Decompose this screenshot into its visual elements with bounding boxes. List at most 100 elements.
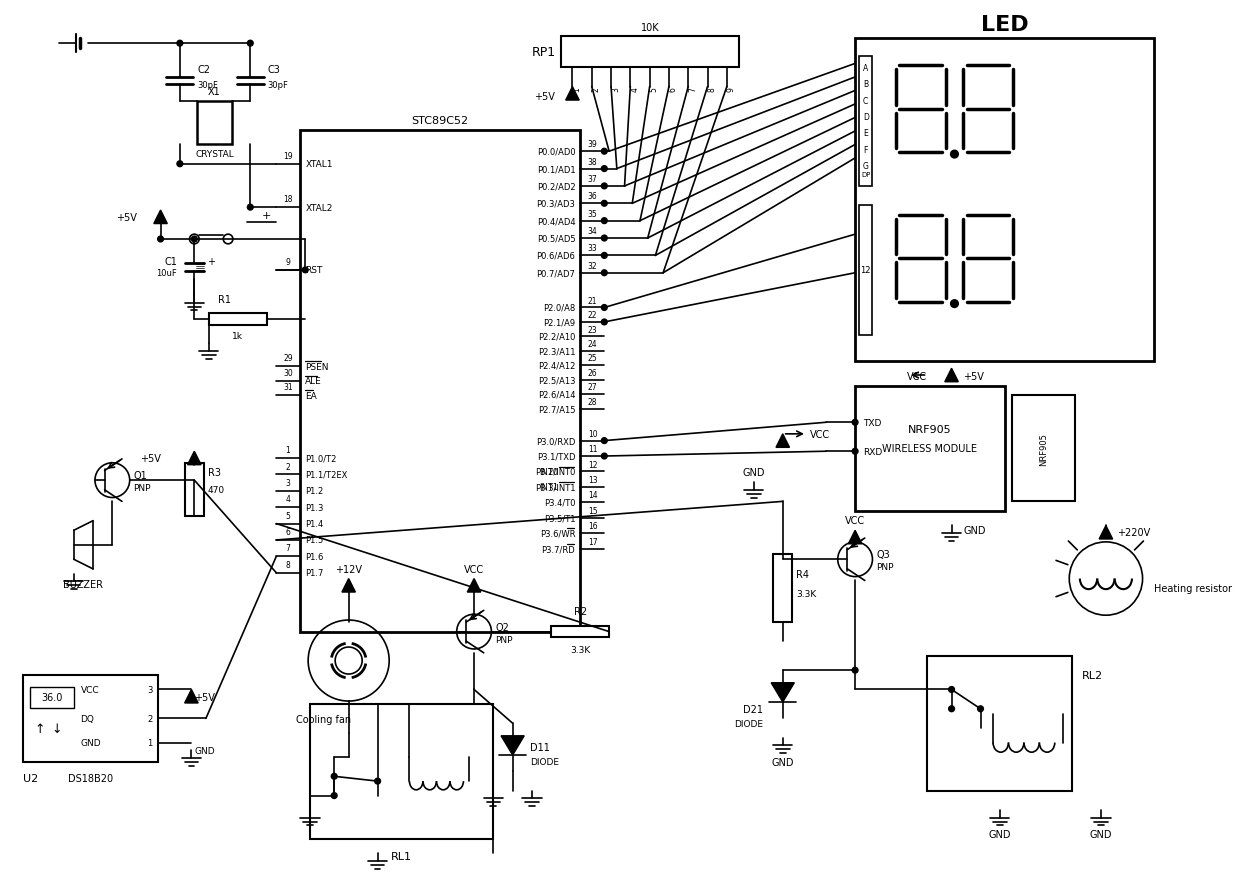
Text: +5V: +5V — [140, 453, 161, 463]
Text: P2.4/A12: P2.4/A12 — [538, 361, 575, 370]
Text: 12: 12 — [860, 266, 871, 275]
Text: 27: 27 — [589, 383, 597, 392]
Bar — [209, 314, 266, 325]
Circle shape — [852, 668, 857, 673]
Text: RL2: RL2 — [1082, 670, 1103, 680]
Text: 1: 1 — [572, 87, 581, 92]
Text: EA: EA — [305, 392, 317, 401]
Text: BUZZER: BUZZER — [63, 579, 103, 589]
Text: 3: 3 — [285, 478, 290, 487]
Circle shape — [601, 184, 607, 190]
Text: C3: C3 — [268, 65, 280, 75]
Bar — [197, 102, 232, 146]
Polygon shape — [566, 88, 579, 101]
Text: E: E — [864, 130, 869, 139]
Polygon shape — [501, 736, 524, 755]
Text: 12: 12 — [589, 460, 597, 469]
Text: +5V: +5V — [534, 92, 555, 102]
Text: P0.1/AD1: P0.1/AD1 — [536, 164, 575, 173]
Bar — [300, 131, 580, 632]
Text: Cooling fan: Cooling fan — [296, 713, 351, 724]
Circle shape — [852, 420, 857, 426]
Text: 3.3K: 3.3K — [797, 589, 817, 598]
Text: 30pF: 30pF — [197, 81, 218, 90]
Text: F: F — [864, 146, 867, 155]
Bar — [310, 704, 493, 839]
Text: 18: 18 — [284, 195, 292, 204]
Text: +5V: +5V — [195, 693, 216, 703]
Text: XTAL1: XTAL1 — [305, 160, 333, 169]
Text: 21: 21 — [589, 296, 597, 305]
Text: 28: 28 — [589, 398, 597, 407]
Text: 3: 3 — [147, 685, 152, 695]
Bar — [551, 626, 610, 637]
Text: PSEN: PSEN — [305, 362, 328, 371]
Text: 25: 25 — [589, 354, 597, 363]
Text: P1.6: P1.6 — [305, 552, 323, 561]
Text: P3.3/INT1: P3.3/INT1 — [535, 483, 575, 492]
Text: P2.5/A13: P2.5/A13 — [538, 375, 575, 385]
Circle shape — [949, 687, 954, 693]
Bar — [928, 656, 1072, 791]
Text: P1.2: P1.2 — [305, 486, 323, 495]
Text: +: + — [261, 211, 271, 221]
Text: 15: 15 — [589, 506, 597, 515]
Text: 31: 31 — [282, 383, 292, 392]
Text: 29: 29 — [282, 354, 292, 363]
Text: 30: 30 — [282, 368, 292, 377]
Text: 36: 36 — [587, 192, 597, 201]
Text: A: A — [864, 63, 869, 72]
Text: P0.7/AD7: P0.7/AD7 — [536, 269, 575, 278]
Text: 32: 32 — [589, 262, 597, 271]
Text: GND: GND — [772, 757, 794, 767]
Text: +5V: +5V — [115, 213, 136, 223]
Text: 22: 22 — [589, 311, 597, 320]
Text: P1.7: P1.7 — [305, 569, 323, 578]
Text: B: B — [864, 80, 869, 89]
Text: 34: 34 — [587, 227, 597, 236]
Text: GND: GND — [742, 468, 764, 477]
Text: 11: 11 — [589, 444, 597, 453]
Bar — [185, 463, 204, 516]
Text: 5: 5 — [649, 87, 659, 92]
Polygon shape — [1099, 526, 1113, 539]
Text: 39: 39 — [587, 140, 597, 149]
Text: P1.4: P1.4 — [305, 519, 323, 528]
Text: VCC: VCC — [907, 372, 928, 382]
Polygon shape — [154, 211, 167, 224]
Text: STC89C52: STC89C52 — [411, 116, 468, 126]
Text: P3.1/TXD: P3.1/TXD — [536, 452, 575, 461]
Text: ↑: ↑ — [35, 721, 46, 735]
Text: P0.4/AD4: P0.4/AD4 — [536, 217, 575, 226]
Text: 6: 6 — [285, 527, 290, 536]
Circle shape — [601, 218, 607, 224]
Text: VCC: VCC — [81, 685, 99, 695]
Text: RST: RST — [305, 266, 322, 275]
Polygon shape — [185, 689, 198, 704]
Text: 19: 19 — [282, 152, 292, 161]
Polygon shape — [776, 434, 789, 448]
Text: GND: GND — [81, 738, 102, 747]
Text: 24: 24 — [589, 340, 597, 349]
Circle shape — [601, 253, 607, 259]
Text: GND: GND — [989, 830, 1011, 839]
Circle shape — [302, 267, 309, 274]
Text: 470: 470 — [208, 485, 225, 494]
Text: P2.7/A15: P2.7/A15 — [538, 405, 575, 414]
Text: P3.4/T0: P3.4/T0 — [544, 498, 575, 507]
Text: ALE: ALE — [305, 377, 322, 386]
Text: 16: 16 — [589, 522, 597, 531]
Text: C1: C1 — [164, 257, 177, 267]
Text: DP: DP — [861, 173, 871, 178]
Circle shape — [177, 41, 182, 47]
Text: 4: 4 — [285, 494, 290, 503]
Bar — [859, 206, 872, 336]
Circle shape — [157, 237, 164, 242]
Text: 30pF: 30pF — [268, 81, 289, 90]
Text: Q1: Q1 — [134, 471, 147, 481]
Text: 2: 2 — [147, 714, 152, 723]
Text: +5V: +5V — [963, 372, 984, 382]
Text: PNP: PNP — [496, 635, 513, 644]
Text: 26: 26 — [589, 368, 597, 377]
Text: PNP: PNP — [134, 484, 151, 493]
